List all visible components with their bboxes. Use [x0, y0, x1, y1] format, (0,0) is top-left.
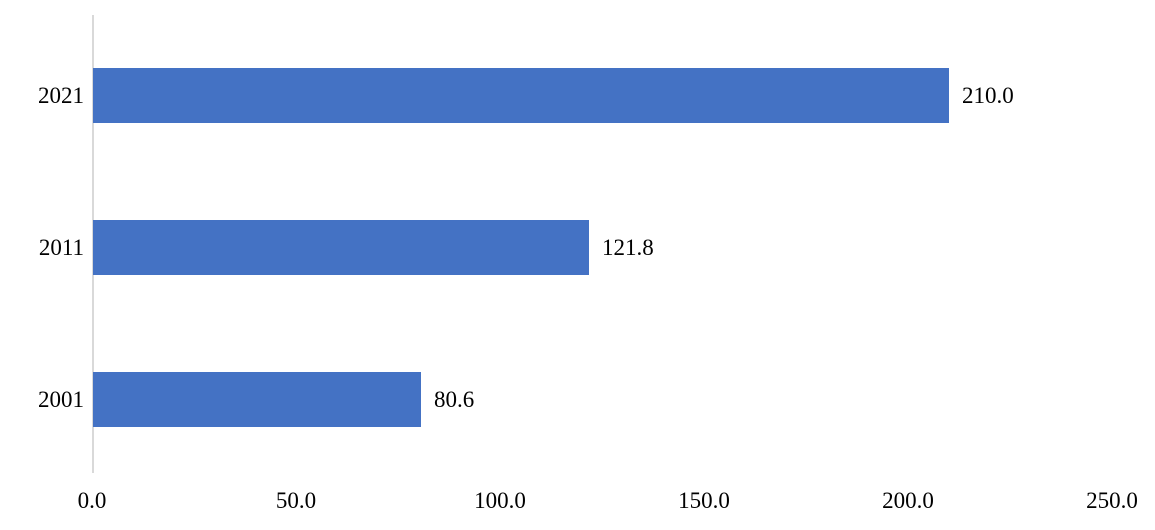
x-tick-label: 200.0 — [882, 488, 934, 513]
x-tick-label: 100.0 — [474, 488, 526, 513]
category-label: 2001 — [38, 387, 84, 412]
bar-2021 — [93, 68, 949, 123]
bar-2011 — [93, 220, 589, 275]
x-tick-label: 250.0 — [1086, 488, 1138, 513]
category-label: 2011 — [38, 235, 84, 260]
category-label: 2021 — [38, 83, 84, 108]
bar-2001 — [93, 372, 421, 427]
value-label: 121.8 — [602, 235, 654, 260]
x-tick-label: 50.0 — [275, 488, 317, 513]
value-label: 210.0 — [962, 83, 1014, 108]
x-tick-label: 0.0 — [77, 488, 107, 513]
x-tick-label: 150.0 — [678, 488, 730, 513]
value-label: 80.6 — [434, 387, 475, 412]
